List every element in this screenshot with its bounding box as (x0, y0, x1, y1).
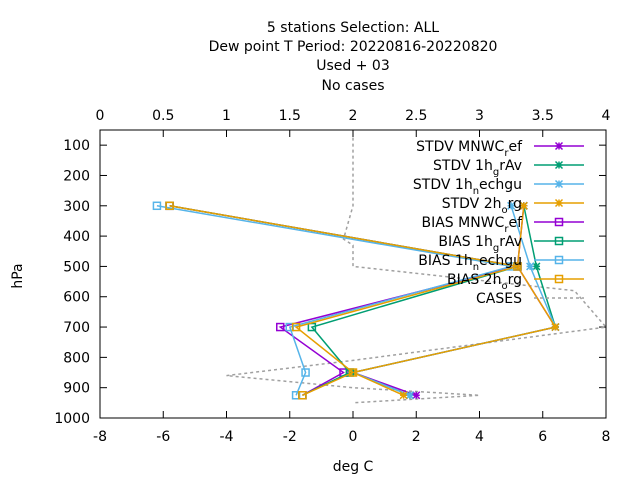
data-point (405, 391, 414, 400)
legend-label: STDV 1hnechgu (413, 177, 522, 197)
y-tick-label: 600 (63, 290, 90, 306)
x-axis-label: deg C (333, 459, 374, 475)
title-line-3: Used + 03 (316, 58, 390, 74)
legend-label: BIAS 2horg (447, 272, 522, 292)
x-top-tick-label: 4 (602, 108, 611, 124)
data-point (301, 368, 310, 377)
data-point (165, 201, 174, 211)
legend-label: BIAS MNWCref (422, 215, 524, 235)
series-3 (348, 201, 560, 400)
data-point (276, 322, 285, 332)
data-point (513, 262, 522, 271)
x-top-tick-label: 2 (349, 108, 358, 124)
data-point (554, 236, 564, 246)
data-point (532, 262, 541, 271)
data-point (554, 160, 564, 170)
series-4 (165, 201, 522, 400)
data-point (526, 262, 535, 271)
cases-line (226, 137, 608, 404)
data-point (348, 368, 358, 377)
x-top-tick-label: 3.5 (532, 108, 554, 124)
axis-ticks: -8 -6 -4 -2 0 2 4 6 8 0 0.5 1 1.5 2 2.5 3 3.5 4 100 200 300 4… (54, 108, 610, 445)
x-top-tick-label: 1.5 (279, 108, 301, 124)
series-6 (152, 201, 516, 400)
data-point (519, 201, 528, 210)
data-point (399, 391, 408, 400)
series-line (156, 205, 512, 396)
x-bottom-tick-label: 4 (475, 429, 484, 445)
data-point (412, 391, 421, 400)
legend-label: STDV 2horg (442, 196, 522, 216)
x-bottom-tick-label: 2 (412, 429, 421, 445)
series-2 (348, 201, 560, 400)
data-point (554, 217, 564, 227)
x-top-tick-label: 3 (475, 108, 484, 124)
cases-profile (226, 137, 608, 404)
data-point (554, 179, 564, 189)
y-tick-label: 800 (63, 350, 90, 366)
legend-label: BIAS 1hgrAv (438, 234, 522, 254)
series-layer (152, 201, 560, 400)
x-top-tick-label: 0.5 (152, 108, 174, 124)
data-point (554, 141, 564, 151)
x-bottom-tick-label: -8 (93, 429, 107, 445)
data-point (152, 201, 162, 211)
x-bottom-tick-label: -4 (220, 429, 234, 445)
data-point (507, 201, 516, 210)
title-line-4: No cases (322, 78, 385, 94)
x-top-tick-label: 0 (96, 108, 105, 124)
y-axis-label: hPa (10, 263, 26, 288)
legend-label: STDV 1hgrAv (433, 158, 522, 178)
y-tick-label: 500 (63, 259, 90, 275)
series-line (169, 205, 518, 396)
data-point (554, 255, 564, 265)
data-point (307, 322, 317, 332)
x-top-tick-label: 2.5 (405, 108, 427, 124)
y-tick-label: 300 (63, 199, 90, 215)
y-tick-label: 700 (63, 320, 90, 336)
legend-label: STDV MNWCref (416, 139, 523, 159)
title-line-2: Dew point T Period: 20220816-20220820 (209, 39, 498, 55)
y-tick-label: 1000 (54, 411, 90, 427)
series-7 (165, 201, 522, 400)
x-top-tick-label: 1 (222, 108, 231, 124)
chart-title: 5 stations Selection: ALL Dew point T Pe… (209, 20, 498, 94)
series-1 (348, 201, 560, 400)
x-bottom-tick-label: -6 (156, 429, 170, 445)
data-point (298, 391, 307, 400)
data-point (554, 274, 564, 284)
x-bottom-tick-label: 6 (538, 429, 547, 445)
data-point (554, 198, 564, 208)
series-0 (348, 201, 560, 400)
title-line-1: 5 stations Selection: ALL (267, 20, 439, 36)
y-tick-label: 200 (63, 168, 90, 184)
x-bottom-tick-label: 8 (602, 429, 611, 445)
y-tick-label: 900 (63, 381, 90, 397)
x-bottom-tick-label: 0 (349, 429, 358, 445)
x-bottom-tick-label: -2 (283, 429, 297, 445)
legend-label: BIAS 1hnechgu (418, 253, 522, 273)
data-point (551, 323, 560, 332)
data-point (291, 322, 301, 332)
y-tick-label: 100 (63, 138, 90, 154)
y-tick-label: 400 (63, 229, 90, 245)
legend-label: CASES (476, 291, 522, 307)
